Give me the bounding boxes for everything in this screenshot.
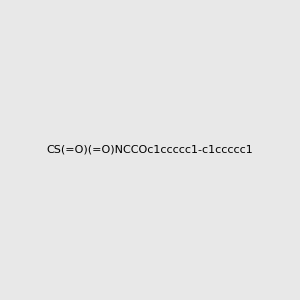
Text: CS(=O)(=O)NCCOc1ccccc1-c1ccccc1: CS(=O)(=O)NCCOc1ccccc1-c1ccccc1 [46,145,253,155]
